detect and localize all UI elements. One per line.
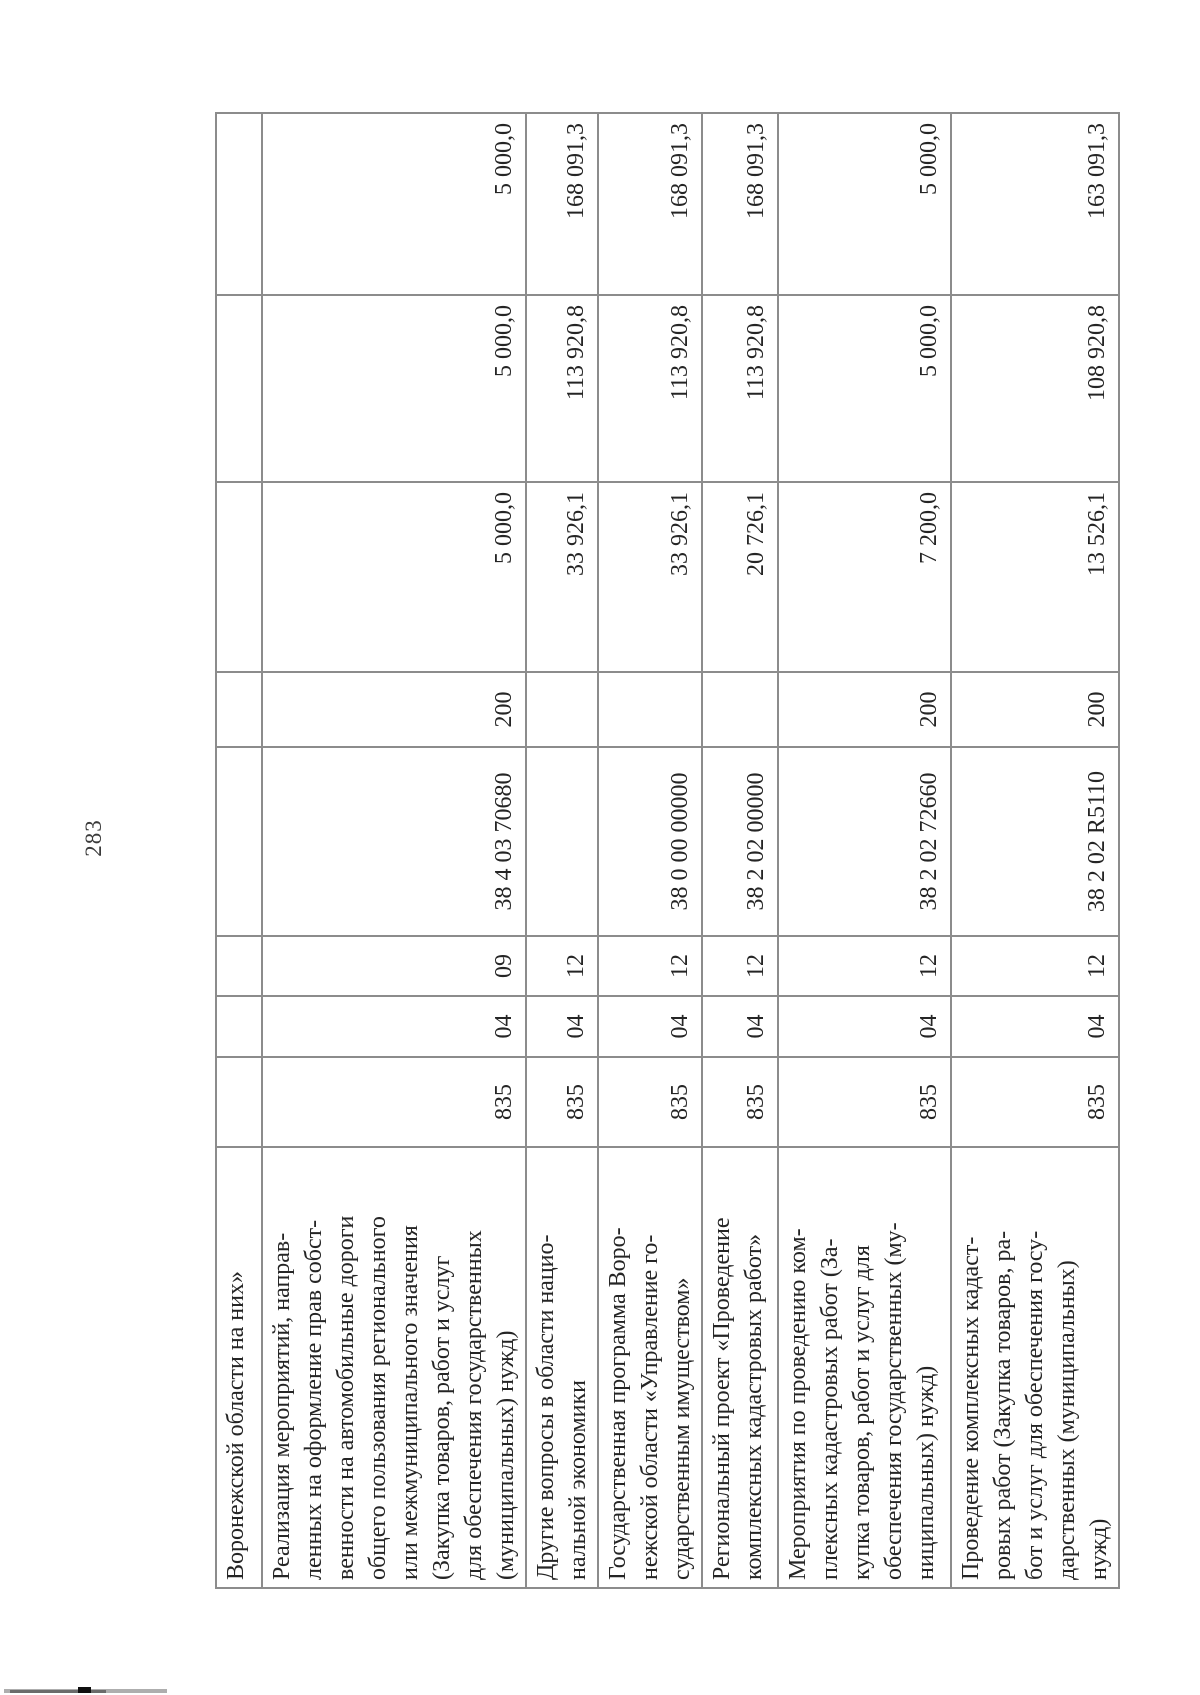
cell-name: Государственная программа Воро- нежской … xyxy=(598,1147,702,1588)
cell-grbs: 835 xyxy=(778,1057,951,1147)
cell-amount-year1: 33 926,1 xyxy=(526,482,598,672)
cell-pr: 09 xyxy=(262,936,526,996)
cell-name: Мероприятия по проведению ком- плексных … xyxy=(778,1147,951,1588)
cell-amount-year3: 163 091,3 xyxy=(951,113,1119,295)
cell-amount-year3: 168 091,3 xyxy=(598,113,702,295)
budget-table: Воронежской области на них» Реализация м… xyxy=(215,112,1120,1589)
cell-vr xyxy=(598,672,702,747)
cell-amount-year3: 168 091,3 xyxy=(526,113,598,295)
cell-grbs: 835 xyxy=(951,1057,1119,1147)
cell-name: Проведение комплексных кадаст- ровых раб… xyxy=(951,1147,1119,1588)
cell-csr: 38 4 03 70680 xyxy=(262,747,526,936)
page-number: 283 xyxy=(81,819,106,857)
cell-rz: 04 xyxy=(262,996,526,1057)
cell-rz: 04 xyxy=(778,996,951,1057)
cell-grbs: 835 xyxy=(526,1057,598,1147)
cell-csr: 38 2 02 R5110 xyxy=(951,747,1119,936)
cell-amount-year1: 7 200,0 xyxy=(778,482,951,672)
cell-pr: 12 xyxy=(951,936,1119,996)
cell-amount-year2: 113 920,8 xyxy=(526,295,598,482)
cell-name: Другие вопросы в области нацио- нальной … xyxy=(526,1147,598,1588)
cell-amount-year2: 5 000,0 xyxy=(262,295,526,482)
cell-rz: 04 xyxy=(702,996,778,1057)
cell-csr xyxy=(526,747,598,936)
cell-amount-year1: 33 926,1 xyxy=(598,482,702,672)
cell-name: Реализация мероприятий, направ- ленных н… xyxy=(262,1147,526,1588)
cell-amount-year2: 108 920,8 xyxy=(951,295,1119,482)
cell-rz: 04 xyxy=(526,996,598,1057)
cell-grbs: 835 xyxy=(598,1057,702,1147)
cell-csr: 38 2 02 72660 xyxy=(778,747,951,936)
cell-amount-year3 xyxy=(216,113,262,295)
table-row: Воронежской области на них» xyxy=(216,113,262,1588)
cell-pr: 12 xyxy=(598,936,702,996)
cell-pr: 12 xyxy=(702,936,778,996)
cell-grbs xyxy=(216,1057,262,1147)
cell-csr: 38 2 02 00000 xyxy=(702,747,778,936)
cell-vr xyxy=(526,672,598,747)
cell-amount-year2: 5 000,0 xyxy=(778,295,951,482)
cell-amount-year2: 113 920,8 xyxy=(702,295,778,482)
cell-grbs: 835 xyxy=(702,1057,778,1147)
cell-rz xyxy=(216,996,262,1057)
cell-amount-year3: 5 000,0 xyxy=(778,113,951,295)
cell-amount-year1 xyxy=(216,482,262,672)
table-row: Другие вопросы в области нацио- нальной … xyxy=(526,113,598,1588)
cell-rz: 04 xyxy=(951,996,1119,1057)
cell-amount-year3: 5 000,0 xyxy=(262,113,526,295)
table-row: Государственная программа Воро- нежской … xyxy=(598,113,702,1588)
cell-amount-year2: 113 920,8 xyxy=(598,295,702,482)
cell-vr xyxy=(216,672,262,747)
cell-amount-year1: 13 526,1 xyxy=(951,482,1119,672)
cell-amount-year2 xyxy=(216,295,262,482)
table-row: Реализация мероприятий, направ- ленных н… xyxy=(262,113,526,1588)
cell-rz: 04 xyxy=(598,996,702,1057)
cell-pr: 12 xyxy=(526,936,598,996)
table-row: Проведение комплексных кадаст- ровых раб… xyxy=(951,113,1119,1588)
cell-amount-year1: 20 726,1 xyxy=(702,482,778,672)
cell-vr xyxy=(702,672,778,747)
cell-csr xyxy=(216,747,262,936)
cell-pr xyxy=(216,936,262,996)
cell-name: Воронежской области на них» xyxy=(216,1147,262,1588)
cell-grbs: 835 xyxy=(262,1057,526,1147)
cell-amount-year3: 168 091,3 xyxy=(702,113,778,295)
cell-vr: 200 xyxy=(778,672,951,747)
scan-artifact-bar-dark xyxy=(10,1690,106,1693)
scan-artifact-blob xyxy=(78,1687,91,1693)
table-row: Региональный проект «Проведение комплекс… xyxy=(702,113,778,1588)
cell-csr: 38 0 00 00000 xyxy=(598,747,702,936)
cell-name: Региональный проект «Проведение комплекс… xyxy=(702,1147,778,1588)
cell-amount-year1: 5 000,0 xyxy=(262,482,526,672)
cell-pr: 12 xyxy=(778,936,951,996)
cell-vr: 200 xyxy=(262,672,526,747)
cell-vr: 200 xyxy=(951,672,1119,747)
table-row: Мероприятия по проведению ком- плексных … xyxy=(778,113,951,1588)
